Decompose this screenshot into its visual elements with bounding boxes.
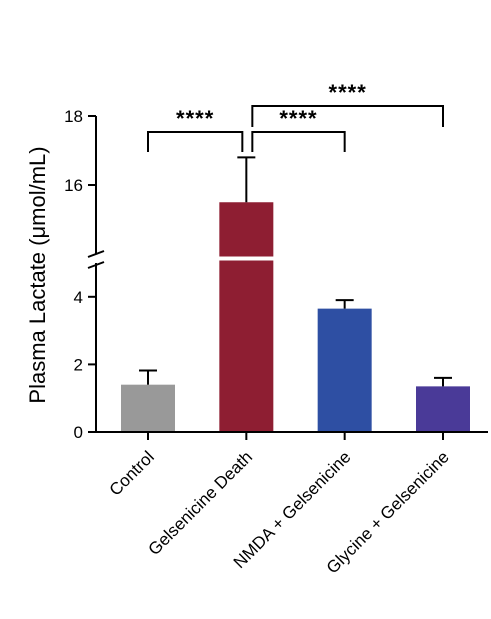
significance-label-2: ****	[329, 80, 367, 105]
bar-1	[219, 202, 274, 432]
axis-break-mark-lower	[87, 261, 105, 269]
y-tick-label-1: 2	[74, 355, 83, 374]
significance-bracket-2	[251, 105, 444, 127]
y-axis-label: Plasma Lactate (μmol/mL)	[25, 146, 50, 403]
bar-2	[317, 308, 372, 432]
x-tick-label-0: Control	[106, 447, 158, 499]
significance-bracket-1	[251, 131, 346, 152]
x-tick-label-1: Gelsenicine Death	[144, 447, 256, 559]
y-tick-label-4: 18	[64, 107, 83, 126]
bar-break-gap-1	[218, 256, 275, 261]
significance-bracket-0	[147, 131, 244, 152]
bar-3	[416, 386, 470, 432]
significance-label-1: ****	[279, 106, 317, 131]
axis-break-mark-upper	[87, 250, 105, 258]
y-tick-label-3: 16	[64, 176, 83, 195]
y-tick-label-2: 4	[74, 288, 83, 307]
significance-label-0: ****	[176, 106, 214, 131]
bar-0	[121, 384, 175, 432]
y-tick-label-0: 0	[74, 423, 83, 442]
